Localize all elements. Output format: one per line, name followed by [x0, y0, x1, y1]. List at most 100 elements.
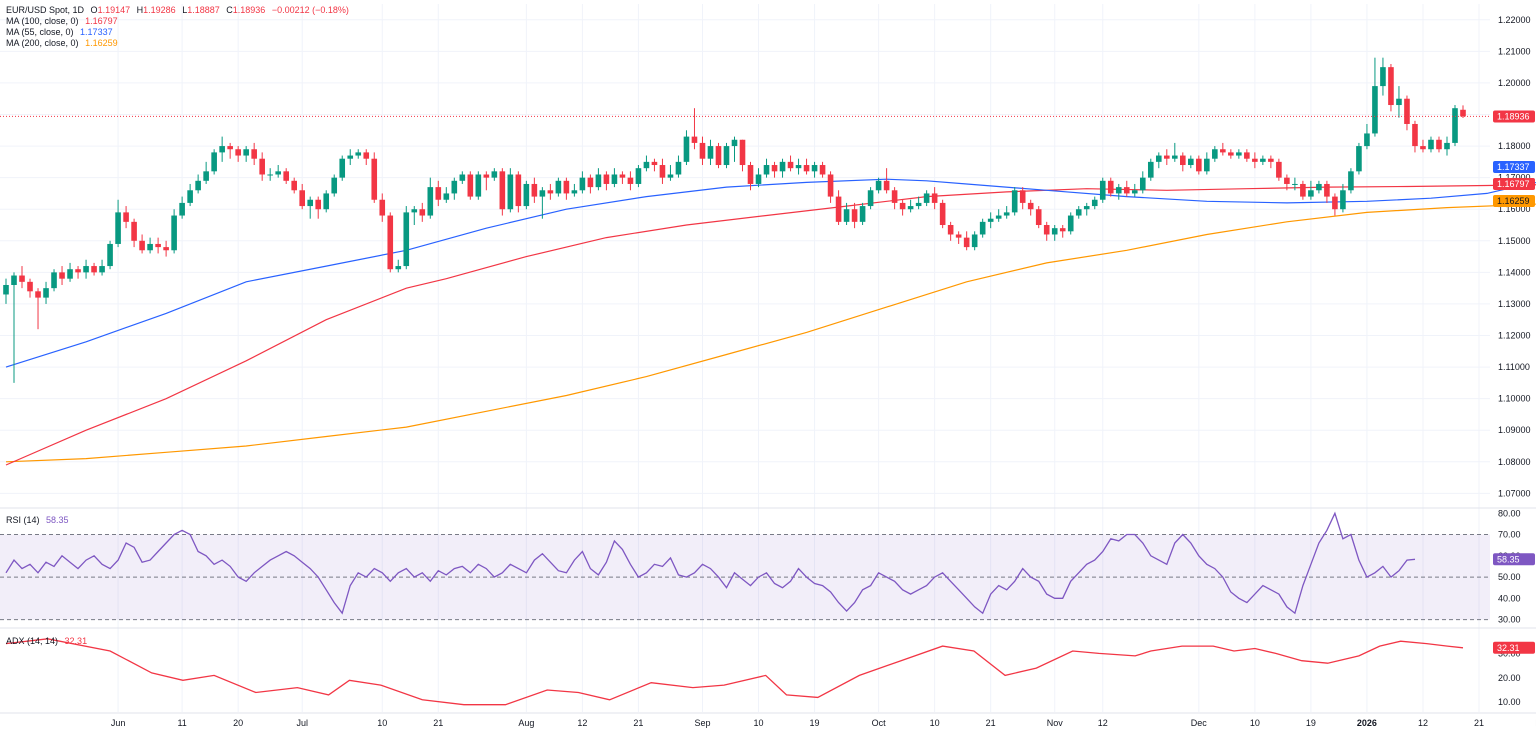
rsi-tick-label: 40.00 — [1498, 593, 1521, 603]
candle-body — [51, 272, 57, 289]
candle-body — [219, 146, 225, 153]
candle-body — [1019, 190, 1026, 203]
candle-body — [459, 174, 466, 181]
close-value: C1.18936 — [226, 5, 266, 15]
candle-body — [1380, 67, 1386, 87]
ma100-value: 1.16797 — [85, 16, 118, 26]
time-tick-label: 19 — [810, 718, 820, 728]
price-tick-label: 1.15000 — [1498, 236, 1531, 246]
candle-body — [251, 149, 257, 159]
candle-body — [475, 174, 482, 197]
candle-body — [371, 158, 378, 200]
candle-body — [1316, 183, 1322, 191]
candle-body — [1220, 149, 1226, 153]
candle-body — [443, 193, 450, 200]
candle-body — [723, 146, 730, 166]
candle-body — [499, 171, 506, 210]
price-tick-label: 1.21000 — [1498, 46, 1531, 56]
candle-body — [627, 177, 634, 184]
ma100-legend[interactable]: MA (100, close, 0) 1.16797 — [6, 16, 122, 27]
candle-body — [939, 202, 946, 226]
candle-body — [795, 165, 802, 169]
candle-body — [1115, 187, 1122, 194]
candle-body — [67, 269, 73, 279]
ma200-label: MA (200, close, 0) — [6, 38, 79, 48]
candle-body — [139, 240, 145, 251]
ma100-label: MA (100, close, 0) — [6, 16, 79, 26]
time-tick-label: 2026 — [1357, 718, 1377, 728]
candle-body — [611, 174, 618, 184]
candle-body — [1404, 98, 1410, 124]
symbol-label[interactable]: EUR/USD Spot, 1D — [6, 5, 85, 15]
candle-body — [259, 158, 265, 175]
candle-body — [1188, 158, 1194, 166]
candle-body — [515, 174, 522, 207]
candle-body — [707, 146, 714, 159]
candle-body — [1372, 86, 1378, 134]
time-axis[interactable]: Jun 11 20 Jul 10 21 Aug 12 21 Sep 10 19 Oct 10 21 Nov 12… — [111, 718, 1536, 728]
ma100-badge-text: 1.16797 — [1497, 179, 1530, 189]
candle-body — [155, 243, 161, 248]
candle-body — [1268, 158, 1274, 162]
candle-body — [75, 269, 81, 273]
price-tick-label: 1.20000 — [1498, 78, 1531, 88]
ma200-legend[interactable]: MA (200, close, 0) 1.16259 — [6, 38, 122, 49]
candle-body — [315, 199, 322, 210]
candle-body — [291, 180, 297, 191]
candle-body — [1163, 155, 1170, 159]
candle-body — [595, 174, 602, 188]
candle-body — [763, 165, 770, 175]
price-tick-label: 1.08000 — [1498, 457, 1531, 467]
ohlc-legend: EUR/USD Spot, 1D O1.19147 H1.19286 L1.18… — [6, 5, 353, 16]
open-value: O1.19147 — [90, 5, 131, 15]
time-tick-label: 21 — [1474, 718, 1484, 728]
candle-body — [1236, 152, 1242, 156]
pane-separators — [0, 507, 1536, 714]
adx-legend[interactable]: ADX (14, 14) 32.31 — [6, 636, 87, 646]
time-tick-label: Dec — [1191, 718, 1208, 728]
rsi-label: RSI (14) — [6, 515, 40, 525]
candle-body — [363, 152, 370, 159]
candle-body — [387, 215, 394, 270]
rsi-line — [5, 511, 1416, 615]
candle-body — [395, 266, 402, 270]
price-tick-label: 1.16000 — [1498, 204, 1531, 214]
candle-body — [619, 174, 626, 178]
candle-body — [555, 180, 562, 194]
time-tick-label: 21 — [433, 718, 443, 728]
adx-value: 32.31 — [64, 636, 88, 646]
candle-body — [1059, 228, 1066, 232]
time-tick-label: 12 — [1098, 718, 1108, 728]
price-tick-label: 1.22000 — [1498, 15, 1531, 25]
adx-badge-bg — [1493, 641, 1535, 654]
ma55-label: MA (55, close, 0) — [6, 27, 74, 37]
candle-body — [563, 180, 570, 194]
rsi-legend[interactable]: RSI (14) 58.35 — [6, 515, 69, 525]
time-tick-label: 21 — [986, 718, 996, 728]
price-tick-label: 1.07000 — [1498, 488, 1531, 498]
candle-body — [827, 174, 834, 197]
price-axis[interactable]: 1.220001.210001.200001.190001.180001.170… — [1498, 15, 1531, 707]
candle-body — [123, 212, 129, 222]
candle-body — [1123, 187, 1130, 194]
candle-body — [531, 183, 538, 197]
rsi-band — [0, 534, 1490, 621]
time-tick-label: Oct — [872, 718, 887, 728]
candle-body — [27, 281, 33, 292]
adx-line — [5, 638, 1464, 706]
candle-body — [275, 171, 281, 175]
adx-series-line — [5, 638, 1464, 706]
candle-body — [307, 199, 314, 207]
candle-body — [635, 168, 642, 184]
candle-body — [539, 190, 546, 197]
candle-body — [1027, 202, 1034, 210]
candle-body — [1180, 155, 1186, 166]
high-value: H1.19286 — [136, 5, 176, 15]
price-tick-label: 1.17000 — [1498, 173, 1531, 183]
ma55-legend[interactable]: MA (55, close, 0) 1.17337 — [6, 27, 117, 38]
price-tick-label: 1.11000 — [1498, 362, 1530, 372]
candle-body — [1099, 180, 1106, 200]
ma200-badge-bg — [1493, 195, 1535, 208]
candle-body — [1172, 155, 1178, 159]
candle-body — [1444, 142, 1450, 150]
